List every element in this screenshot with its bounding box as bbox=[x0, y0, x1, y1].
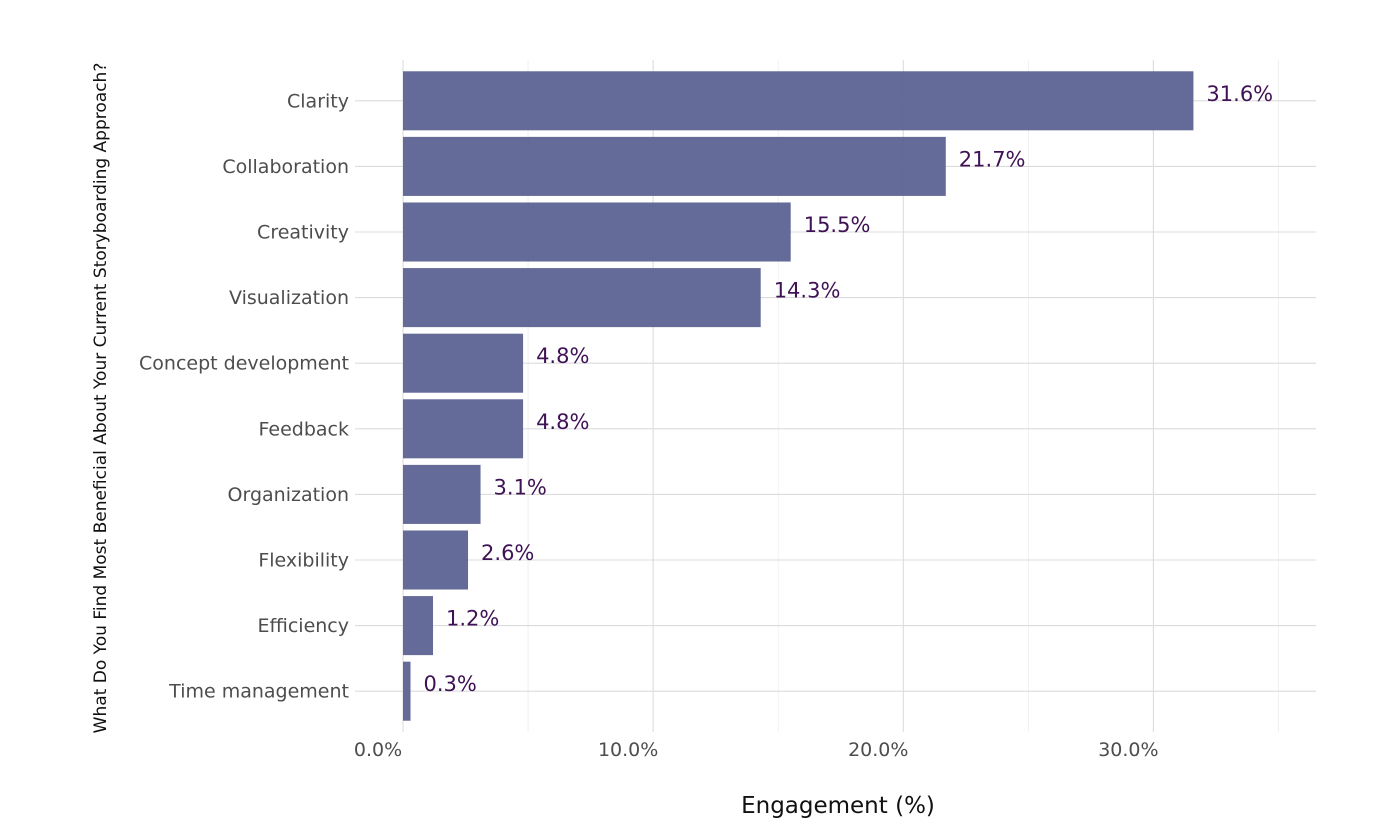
x-axis-title: Engagement (%) bbox=[741, 793, 935, 819]
x-tick-label: 0.0% bbox=[354, 739, 402, 761]
y-tick-label: Time management bbox=[168, 681, 349, 703]
y-tick-label: Efficiency bbox=[257, 615, 349, 637]
bar-visualization bbox=[403, 268, 761, 328]
value-label: 4.8% bbox=[536, 410, 589, 434]
y-tick-label: Concept development bbox=[139, 353, 349, 375]
x-axis-tick-labels: 0.0% 10.0% 20.0% 30.0% bbox=[354, 739, 1159, 761]
value-label: 1.2% bbox=[446, 607, 499, 631]
y-tick-label: Flexibility bbox=[258, 550, 349, 572]
y-tick-label: Clarity bbox=[287, 90, 349, 112]
bar-feedback bbox=[403, 399, 524, 459]
value-label: 4.8% bbox=[536, 344, 589, 368]
value-label: 21.7% bbox=[959, 147, 1026, 171]
y-axis-title: What Do You Find Most Beneficial About Y… bbox=[91, 63, 111, 734]
bar-creativity bbox=[403, 202, 791, 262]
value-label: 15.5% bbox=[804, 213, 871, 237]
y-tick-label: Feedback bbox=[259, 418, 349, 440]
bar-flexibility bbox=[403, 530, 469, 590]
value-label: 0.3% bbox=[424, 672, 477, 696]
x-tick-label: 20.0% bbox=[848, 739, 908, 761]
y-tick-label: Visualization bbox=[229, 287, 349, 309]
bar-clarity bbox=[403, 71, 1194, 131]
y-tick-label: Collaboration bbox=[222, 156, 349, 178]
value-labels: 31.6% 21.7% 15.5% 14.3% 4.8% 4.8% 3.1% 2.6% 1.2%… bbox=[424, 82, 1274, 696]
bar-time-management bbox=[403, 661, 411, 721]
bars bbox=[403, 71, 1194, 721]
x-tick-label: 30.0% bbox=[1098, 739, 1158, 761]
value-label: 3.1% bbox=[494, 475, 547, 499]
x-tick-label: 10.0% bbox=[598, 739, 658, 761]
bar-concept-development bbox=[403, 333, 524, 393]
y-tick-label: Organization bbox=[228, 484, 349, 506]
y-axis-tick-labels: Clarity Collaboration Creativity Visualizat… bbox=[139, 90, 349, 702]
value-label: 31.6% bbox=[1206, 82, 1273, 106]
bar-organization bbox=[403, 464, 481, 524]
bar-collaboration bbox=[403, 136, 946, 196]
y-tick-label: Creativity bbox=[257, 222, 349, 244]
bar-efficiency bbox=[403, 596, 434, 656]
value-label: 2.6% bbox=[481, 541, 534, 565]
value-label: 14.3% bbox=[774, 279, 841, 303]
